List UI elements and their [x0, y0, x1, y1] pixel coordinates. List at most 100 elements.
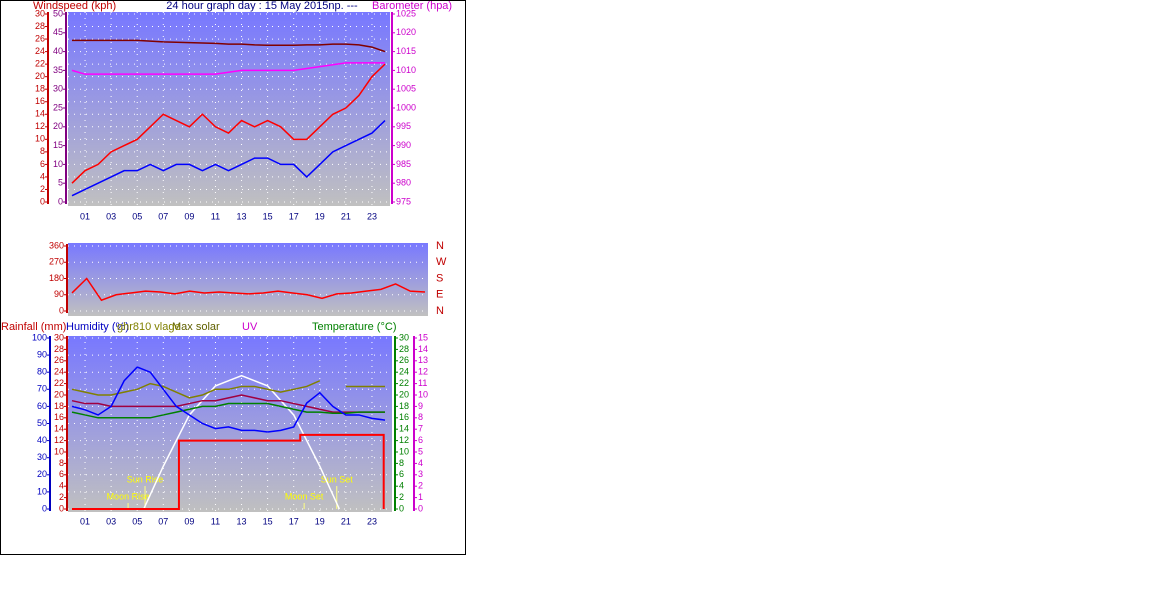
series-line [71, 62, 385, 75]
y-tick-label: 26 [54, 355, 64, 365]
y-tick-label: S [436, 272, 443, 284]
x-tick-label: 15 [263, 211, 273, 221]
x-tick-label: 21 [341, 211, 351, 221]
y-tick-label: 70 [37, 384, 47, 394]
y-tick-label: 28 [54, 344, 64, 354]
x-tick-label: 23 [367, 516, 377, 526]
y-tick-label: 28 [399, 344, 409, 354]
y-tick-label: 10 [54, 446, 64, 456]
annotation: Moon Set [285, 491, 324, 501]
y-tick-label: 1 [418, 492, 423, 502]
y-tick-label: 2 [59, 492, 64, 502]
series-line [71, 277, 426, 302]
y-tick-label: 12 [35, 121, 45, 131]
y-tick-label: 360 [49, 240, 64, 250]
series-line [71, 366, 386, 433]
y-tick-label: 30 [54, 332, 64, 342]
axis-title: UV [242, 321, 258, 333]
y-tick-label: 8 [399, 458, 404, 468]
y-tick-label: 26 [35, 33, 45, 43]
y-tick-label: 60 [37, 401, 47, 411]
legend-label: ghr810 vlage [117, 321, 181, 333]
axis-title: Windspeed (kph) [33, 0, 116, 12]
x-tick-label: 17 [289, 516, 299, 526]
axis-title: Rainfall (mm) [1, 321, 66, 333]
y-tick-label: 15 [53, 140, 63, 150]
y-tick-label: 30 [53, 84, 63, 94]
y-tick-label: 90 [37, 349, 47, 359]
plot-background [68, 243, 428, 316]
y-tick-label: 20 [53, 121, 63, 131]
x-tick-label: 15 [263, 516, 273, 526]
x-tick-label: 05 [132, 516, 142, 526]
y-tick-label: 0 [59, 503, 64, 513]
y-tick-label: 50 [53, 8, 63, 18]
y-tick-label: 14 [399, 424, 409, 434]
y-tick-label: 90 [54, 289, 64, 299]
y-tick-label: 1000 [396, 102, 416, 112]
x-tick-label: 05 [132, 211, 142, 221]
x-tick-label: 11 [211, 211, 220, 221]
y-tick-label: 16 [35, 96, 45, 106]
y-tick-label: 18 [35, 84, 45, 94]
y-tick-label: N [436, 305, 444, 317]
x-tick-label: 13 [237, 211, 247, 221]
series-line [71, 394, 385, 413]
y-tick-label: 1005 [396, 84, 416, 94]
y-tick-label: N [436, 240, 444, 252]
y-tick-label: 80 [37, 367, 47, 377]
series-line [71, 380, 385, 399]
y-tick-label: 6 [418, 435, 423, 445]
y-tick-label: 10 [53, 159, 63, 169]
y-tick-label: E [436, 289, 443, 301]
annotation: Sun Set [321, 474, 354, 484]
y-tick-label: 22 [35, 59, 45, 69]
y-tick-label: 5 [58, 178, 63, 188]
y-tick-label: 0 [418, 503, 423, 513]
y-tick-label: 980 [396, 178, 411, 188]
y-tick-label: W [436, 256, 447, 268]
y-tick-label: 11 [418, 378, 427, 388]
y-tick-label: 24 [54, 367, 64, 377]
series-line [72, 39, 386, 53]
annotation: Moon Rise [107, 491, 150, 501]
x-tick-label: 07 [158, 516, 168, 526]
y-tick-label: 14 [35, 109, 45, 119]
y-tick-label: 40 [53, 46, 63, 56]
y-tick-label: 10 [35, 134, 45, 144]
y-tick-label: 975 [396, 196, 411, 206]
y-tick-label: 9 [418, 401, 423, 411]
y-tick-label: 1020 [396, 27, 416, 37]
y-tick-label: 30 [37, 452, 47, 462]
axis-title: Humidity (%) [66, 321, 129, 333]
y-tick-label: 20 [54, 389, 64, 399]
y-tick-label: 12 [418, 367, 428, 377]
y-tick-label: 0 [59, 305, 64, 315]
y-tick-label: 18 [399, 401, 409, 411]
y-tick-label: 0 [42, 503, 47, 513]
y-tick-label: 24 [35, 46, 45, 56]
y-tick-label: 30 [35, 8, 45, 18]
legend-label: Max solar [172, 321, 220, 333]
y-tick-label: 30 [399, 332, 409, 342]
y-tick-label: 6 [40, 159, 45, 169]
y-tick-label: 4 [40, 171, 45, 181]
y-tick-label: 0 [399, 503, 404, 513]
y-tick-label: 20 [399, 389, 409, 399]
y-tick-label: 6 [59, 469, 64, 479]
y-tick-label: 12 [54, 435, 64, 445]
y-tick-label: 35 [53, 65, 63, 75]
y-tick-label: 0 [58, 196, 63, 206]
y-tick-label: 990 [396, 140, 411, 150]
x-tick-label: 09 [184, 211, 194, 221]
y-tick-label: 14 [54, 424, 64, 434]
y-tick-label: 985 [396, 159, 411, 169]
x-tick-label: 21 [341, 516, 351, 526]
series-line [71, 119, 386, 197]
y-tick-label: 1010 [396, 65, 416, 75]
series-line [72, 433, 385, 510]
x-tick-label: 01 [80, 516, 90, 526]
x-tick-label: 17 [289, 211, 299, 221]
chart-title: 24 hour graph day : 15 May 2015np. --- [166, 0, 358, 12]
